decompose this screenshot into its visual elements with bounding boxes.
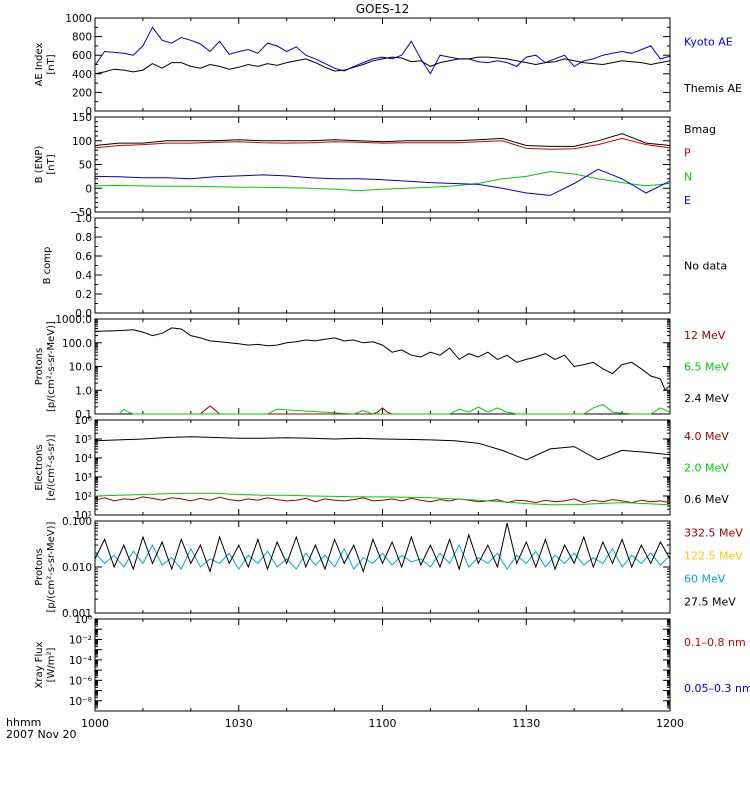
- legend-entry: 0.1–0.8 nm: [684, 636, 746, 649]
- y-tick-label: 1.0: [75, 213, 92, 225]
- y-tick-label: 1.0: [75, 385, 92, 397]
- x-tick-label: 1130: [512, 717, 540, 730]
- series-line-ae-1: [94, 56, 671, 75]
- panel-frame-ae: [94, 17, 671, 112]
- y-tick-label: 150: [72, 112, 92, 124]
- y-tick-label: 1000.0: [55, 314, 92, 326]
- y-tick-label: 10⁻⁴: [69, 655, 92, 667]
- series-line-protons-2: [94, 327, 671, 392]
- y-tick-label: 0: [85, 183, 92, 195]
- legend-entry: 4.0 MeV: [684, 430, 729, 443]
- y-tick-label: 0.001: [62, 608, 92, 620]
- time-format-label: hhmm: [6, 716, 41, 729]
- panel-frame-b: [94, 116, 671, 213]
- legend-entry: 0.05–0.3 nm: [684, 682, 750, 695]
- date-label: 2007 Nov 20: [6, 728, 76, 741]
- chart-title: GOES-12: [356, 2, 410, 16]
- legend-entry: 6.5 MeV: [684, 361, 729, 374]
- y-axis-label: Xray Flux: [34, 641, 45, 688]
- legend-entry: 2.4 MeV: [684, 392, 729, 405]
- panel-frame-electrons: [94, 419, 671, 516]
- y-tick-label: 0.010: [62, 562, 92, 574]
- panel-frame-xray: [94, 618, 671, 712]
- y-tick-label: −50: [70, 207, 92, 219]
- y-tick-label: 10⁵: [74, 434, 92, 446]
- y-tick-label: 10²: [74, 491, 92, 503]
- legend-entry: 0.6 MeV: [684, 493, 729, 506]
- legend-entry: 122.5 MeV: [684, 550, 743, 563]
- y-tick-label: 100: [72, 136, 92, 148]
- x-tick-label: 1100: [369, 717, 397, 730]
- y-axis-label: B (ENP): [34, 146, 45, 184]
- series-line-b-0: [94, 133, 671, 147]
- legend-entry: 60 MeV: [684, 573, 726, 586]
- y-tick-label: 10⁻²: [69, 634, 92, 646]
- y-tick-label: 100.0: [62, 338, 92, 350]
- y-tick-label: 600: [72, 50, 92, 62]
- legend-entry: 2.0 MeV: [684, 462, 729, 475]
- y-axis-label: Protons: [34, 348, 45, 385]
- y-tick-label: 10⁴: [74, 453, 92, 465]
- series-line-electrons-0: [94, 496, 671, 504]
- x-tick-label: 1030: [225, 717, 253, 730]
- x-tick-label: 1200: [656, 717, 684, 730]
- y-tick-label: 10⁻⁸: [69, 696, 92, 708]
- series-line-protons-0: [200, 405, 393, 415]
- y-axis-label: B comp: [42, 247, 53, 285]
- series-line-electrons-1: [94, 492, 671, 506]
- y-tick-label: 0.6: [75, 251, 92, 263]
- y-tick-label: 0.100: [62, 516, 92, 528]
- y-tick-label: 10³: [74, 472, 92, 484]
- y-tick-label: 0.2: [75, 289, 92, 301]
- y-axis-label: [e/(cm²-s-sr)]: [46, 434, 57, 500]
- y-tick-label: 10¹: [74, 510, 92, 522]
- series-line-hiprotons-2: [94, 543, 671, 571]
- legend-entry: Bmag: [684, 123, 716, 136]
- series-line-protons-1: [118, 403, 671, 415]
- y-axis-label: [W/m²]: [46, 647, 57, 682]
- y-axis-label: AE Index: [34, 42, 45, 86]
- x-tick-label: 1000: [81, 717, 109, 730]
- y-axis-label: [p/(cm²-s-sr-MeV)]: [46, 321, 57, 412]
- y-tick-label: 10⁻⁶: [69, 675, 92, 687]
- series-line-hiprotons-3: [94, 522, 671, 574]
- legend-entry: E: [684, 194, 691, 207]
- y-axis-label: [nT]: [46, 154, 57, 174]
- no-data-note: No data: [684, 260, 727, 273]
- y-axis-label: Electrons: [34, 444, 45, 490]
- y-tick-label: 0.0: [75, 308, 92, 320]
- y-tick-label: 400: [72, 69, 92, 81]
- y-tick-label: 0: [85, 106, 92, 118]
- panel-frame-protons: [94, 318, 671, 415]
- series-line-electrons-2: [94, 436, 671, 461]
- series-line-b-2: [94, 171, 671, 192]
- series-line-ae-0: [94, 26, 671, 75]
- legend-entry: Kyoto AE: [684, 35, 733, 48]
- y-tick-label: 10⁰: [74, 614, 92, 626]
- y-tick-label: 50: [79, 160, 92, 172]
- legend-entry: P: [684, 147, 691, 160]
- legend-entry: 12 MeV: [684, 329, 726, 342]
- y-tick-label: 0.1: [75, 409, 92, 421]
- y-tick-label: 0.8: [75, 232, 92, 244]
- y-tick-label: 800: [72, 32, 92, 44]
- y-tick-label: 1000: [65, 13, 92, 25]
- y-tick-label: 200: [72, 87, 92, 99]
- y-axis-label: [p/(cm²-s-sr-MeV)]: [46, 521, 57, 612]
- y-axis-label: [nT]: [46, 54, 57, 74]
- legend-entry: N: [684, 170, 692, 183]
- y-tick-label: 10⁶: [74, 415, 92, 427]
- legend-entry: 332.5 MeV: [684, 527, 743, 540]
- y-axis-label: Protons: [34, 548, 45, 585]
- panel-frame-bcomp: [94, 217, 671, 314]
- y-tick-label: 10.0: [69, 362, 92, 374]
- y-tick-label: 0.4: [75, 270, 92, 282]
- panel-frame-hiprotons: [94, 520, 671, 614]
- series-line-b-3: [94, 168, 671, 196]
- series-line-b-1: [94, 137, 671, 150]
- legend-entry: Themis AE: [683, 82, 742, 95]
- legend-entry: 27.5 MeV: [684, 596, 736, 609]
